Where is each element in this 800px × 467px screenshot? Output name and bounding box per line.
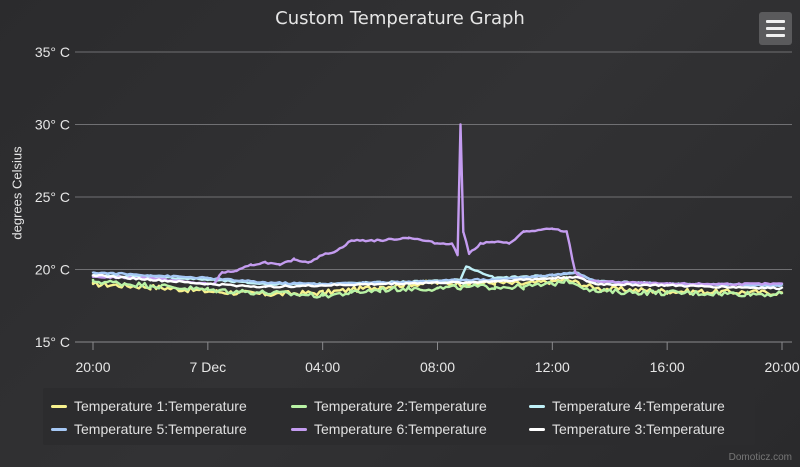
legend-item-temperature-1[interactable]: Temperature 1:Temperature: [51, 396, 247, 416]
y-tick-label: 35° C: [35, 44, 70, 60]
y-axis-title: degrees Celsius: [9, 146, 25, 240]
x-tick-label: 04:00: [305, 359, 340, 375]
legend-symbol: [291, 404, 307, 408]
x-tick-label: 12:00: [535, 359, 570, 375]
legend-item-temperature-2[interactable]: Temperature 2:Temperature: [291, 396, 487, 416]
y-tick-label: 30° C: [35, 117, 70, 133]
legend-symbol: [51, 427, 67, 431]
chart-legend: Temperature 1:Temperature Temperature 2:…: [43, 388, 755, 445]
grid-lines: [75, 51, 792, 343]
series-line-5[interactable]: [91, 123, 784, 287]
chart-title: Custom Temperature Graph: [275, 8, 525, 29]
series-line-6[interactable]: [91, 273, 784, 291]
hamburger-menu-icon[interactable]: [759, 12, 792, 45]
y-tick-label: 15° C: [35, 334, 70, 350]
legend-item-temperature-3[interactable]: Temperature 3:Temperature: [529, 419, 725, 439]
legend-symbol: [51, 404, 67, 408]
x-tick-label: 16:00: [650, 359, 685, 375]
legend-label: Temperature 1:Temperature: [74, 398, 247, 414]
x-axis-ticks: 20:00 7 Dec 04:00 08:00 12:00 16:00 20:00: [75, 342, 800, 375]
x-tick-label: 08:00: [420, 359, 455, 375]
legend-symbol: [529, 427, 545, 431]
legend-label: Temperature 5:Temperature: [74, 421, 247, 437]
legend-item-temperature-5[interactable]: Temperature 5:Temperature: [51, 419, 247, 439]
y-axis-ticks: 15° C 20° C 25° C 30° C 35° C: [35, 44, 70, 350]
legend-label: Temperature 4:Temperature: [552, 398, 725, 414]
legend-symbol: [529, 404, 545, 408]
credits-link[interactable]: Domoticz.com: [728, 452, 792, 463]
legend-label: Temperature 3:Temperature: [552, 421, 725, 437]
x-tick-label: 7 Dec: [190, 359, 227, 375]
legend-label: Temperature 6:Temperature: [314, 421, 487, 437]
series-lines: [91, 123, 784, 299]
legend-item-temperature-6[interactable]: Temperature 6:Temperature: [291, 419, 487, 439]
series-line-2[interactable]: [91, 275, 784, 299]
y-tick-label: 25° C: [35, 189, 70, 205]
x-tick-label: 20:00: [764, 359, 799, 375]
y-tick-label: 20° C: [35, 262, 70, 278]
legend-symbol: [291, 427, 307, 431]
legend-label: Temperature 2:Temperature: [314, 398, 487, 414]
legend-item-temperature-4[interactable]: Temperature 4:Temperature: [529, 396, 725, 416]
x-tick-label: 20:00: [75, 359, 110, 375]
